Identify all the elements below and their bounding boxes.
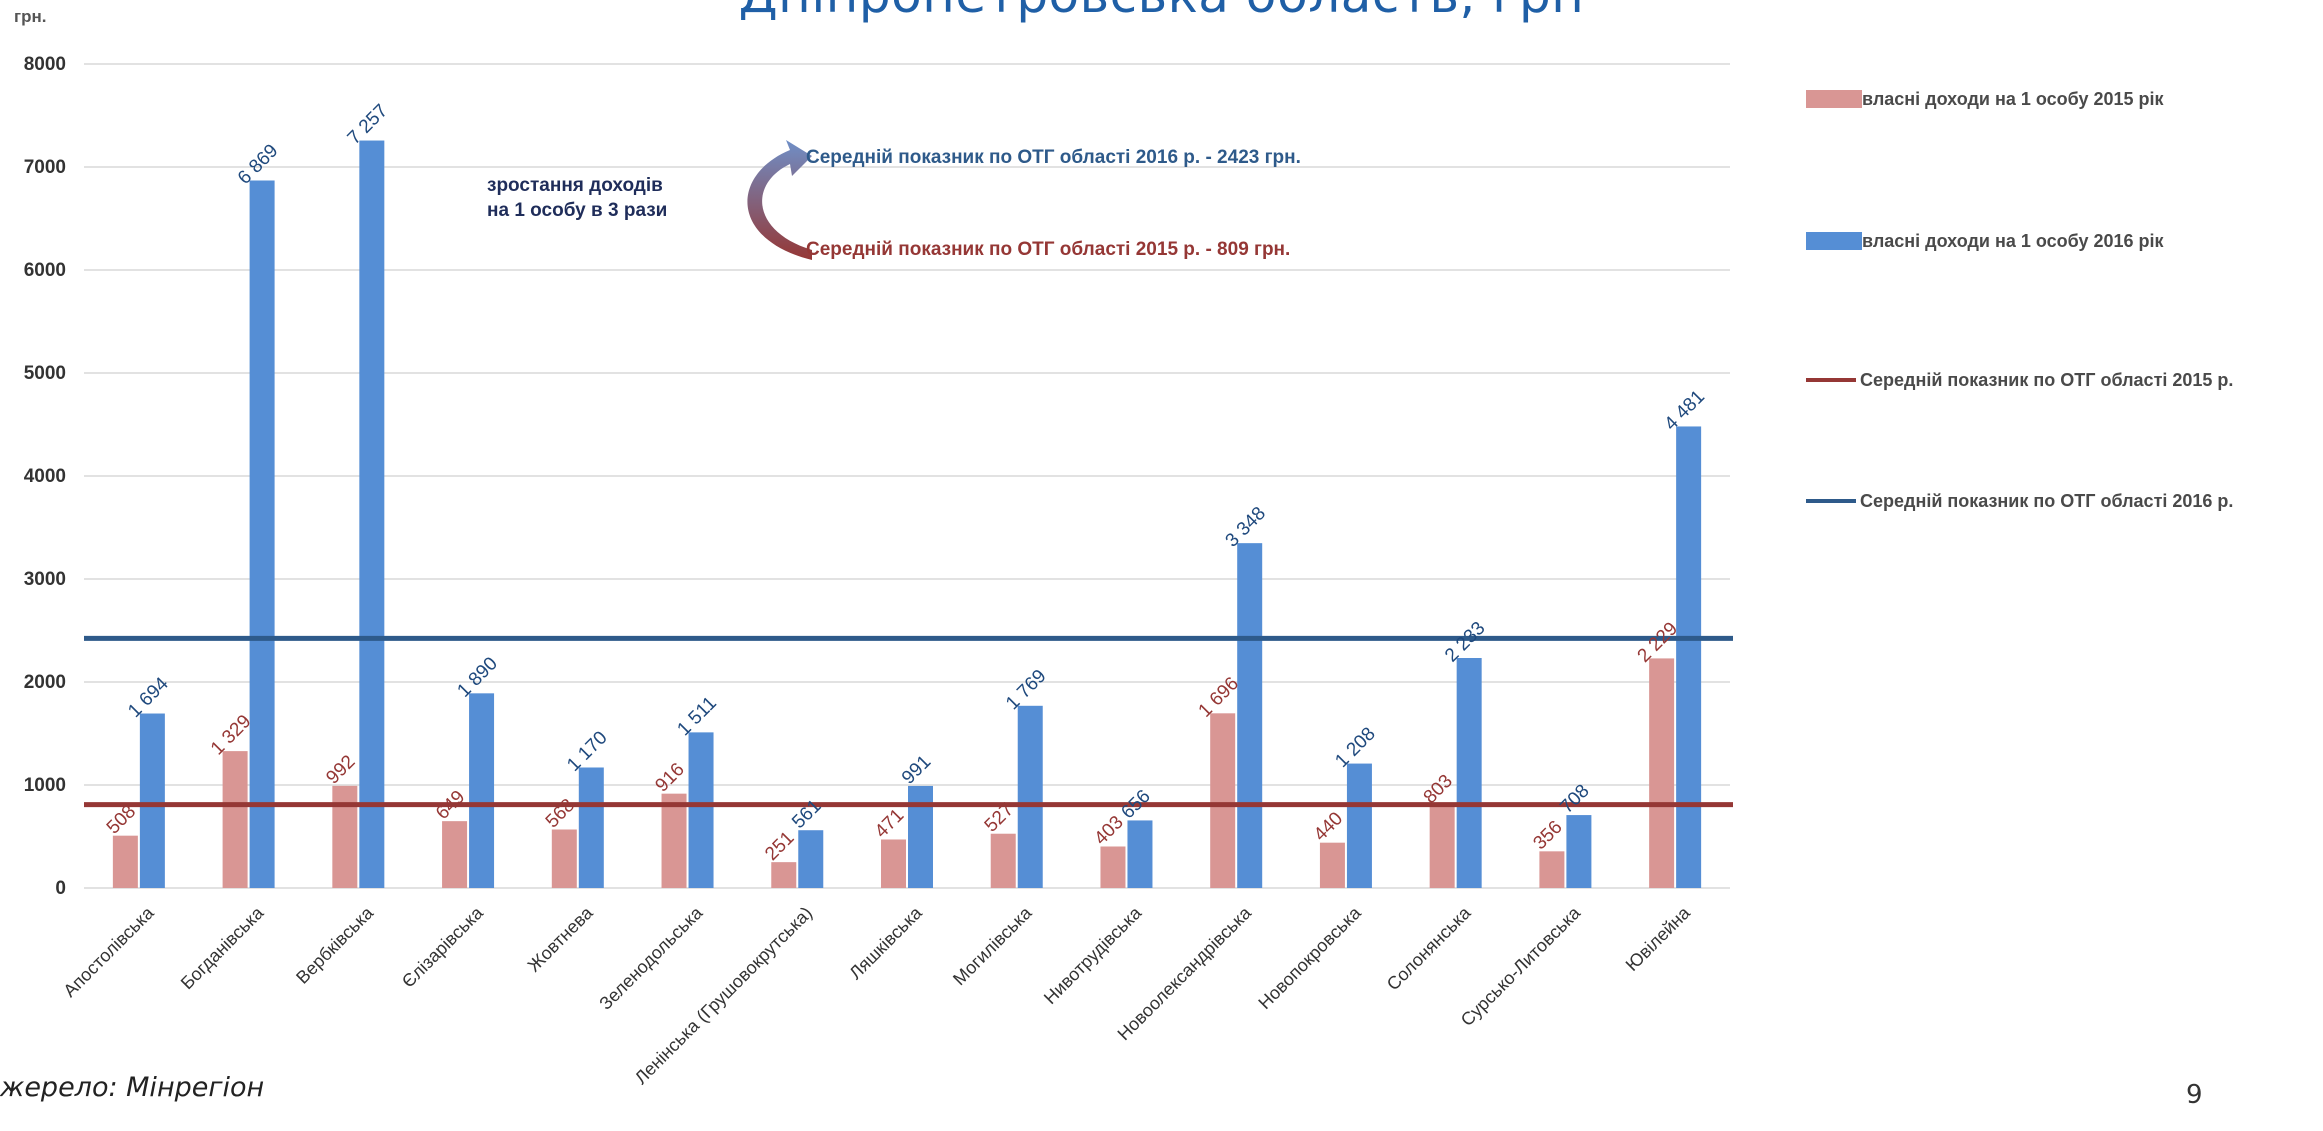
legend-line-avg-2015: [1806, 378, 1856, 382]
slide-title: Дніпропетровська область, грн: [0, 0, 2323, 24]
x-tick-label: Зеленодольська: [595, 902, 707, 1014]
bar-2015: [661, 793, 687, 888]
bar-2016: [249, 180, 275, 889]
bar-2016: [1676, 426, 1702, 888]
avg-2016-annotation: Середній показник по ОТГ області 2016 р.…: [806, 147, 1301, 168]
data-label-2016: 561: [788, 796, 825, 833]
data-label-2016: 708: [1556, 781, 1593, 818]
source-note: жерело: Мінрегіон: [0, 1072, 265, 1103]
bar-2016: [1237, 543, 1263, 888]
y-unit-label: грн.: [14, 7, 46, 26]
bar-2015: [112, 835, 138, 888]
x-tick-label: Ленінська (Грушовокрутська): [631, 903, 816, 1088]
growth-annotation-line2: на 1 особу в 3 рази: [487, 200, 668, 221]
data-label-2016: 656: [1117, 786, 1154, 823]
legend-label-avg-2015: Середній показник по ОТГ області 2015 р.: [1860, 369, 2234, 390]
bar-2016: [578, 767, 604, 888]
y-tick-label: 7000: [24, 157, 66, 178]
legend-label-avg-2016: Середній показник по ОТГ області 2016 р.: [1860, 490, 2234, 511]
bar-2015: [1539, 851, 1565, 888]
data-label-2015: 568: [542, 795, 579, 832]
bar-2015: [442, 821, 468, 888]
bar-2016: [469, 693, 495, 888]
bar-2015: [990, 833, 1016, 888]
bar-2015: [222, 751, 248, 888]
bar-2016: [798, 830, 824, 888]
data-label-2016: 991: [898, 751, 935, 788]
y-tick-label: 5000: [24, 363, 66, 384]
y-tick-label: 8000: [24, 54, 66, 75]
bar-2015: [1210, 713, 1236, 888]
page-number: 9: [2186, 1080, 2203, 1110]
x-tick-label: Нивотрудівська: [1040, 902, 1146, 1008]
bar-2015: [771, 862, 797, 888]
data-label-2015: 440: [1310, 808, 1347, 845]
bar-2016: [688, 732, 714, 888]
bar-2015: [332, 785, 358, 888]
data-label-2015: 251: [761, 828, 798, 865]
legend-line-avg-2016: [1806, 499, 1856, 503]
bar-2015: [881, 839, 906, 888]
legend-label-2016: власні доходи на 1 особу 2016 рік: [1862, 230, 2164, 251]
legend-item-2016: власні доходи на 1 особу 2016 рік: [1806, 226, 2164, 256]
bar-2015: [1429, 805, 1455, 888]
x-tick-label: Могилівська: [949, 902, 1036, 989]
x-tick-label: Жовтнева: [524, 902, 598, 976]
growth-annotation-line1: зростання доходів: [487, 175, 663, 196]
x-tick-label: Ювілейна: [1622, 902, 1695, 975]
bar-2016: [139, 713, 165, 888]
legend-label-2015: власні доходи на 1 особу 2015 рік: [1862, 88, 2164, 109]
y-tick-label: 1000: [24, 775, 66, 796]
bar-2016: [1566, 815, 1592, 888]
legend-swatch-2015: [1806, 90, 1862, 108]
legend-item-avg-2015: Середній показник по ОТГ області 2015 р.: [1806, 365, 2233, 395]
data-label-2015: 356: [1529, 817, 1566, 854]
bar-2015: [1319, 842, 1345, 888]
bar-2016: [908, 785, 933, 888]
y-tick-label: 0: [55, 878, 66, 899]
x-tick-label: Вербківська: [292, 902, 378, 988]
x-tick-label: Богданівська: [177, 902, 268, 993]
bar-2015: [551, 829, 577, 888]
bar-2015: [1100, 846, 1126, 888]
x-tick-label: Апостолівська: [59, 902, 158, 1001]
x-tick-label: Новопокровська: [1254, 902, 1365, 1013]
x-tick-label: Єлізарівська: [398, 902, 488, 992]
x-tick-label: Ляшківська: [845, 902, 926, 983]
bar-2016: [1346, 763, 1372, 888]
y-tick-label: 3000: [24, 569, 66, 590]
data-label-2015: 916: [652, 759, 689, 796]
y-tick-label: 2000: [24, 672, 66, 693]
data-label-2015: 403: [1090, 812, 1127, 849]
bar-2016: [359, 140, 385, 889]
avg-2015-annotation: Середній показник по ОТГ області 2015 р.…: [806, 239, 1291, 260]
data-label-2015: 992: [322, 751, 359, 788]
legend-item-avg-2016: Середній показник по ОТГ області 2016 р.: [1806, 486, 2233, 516]
legend-swatch-2016: [1806, 232, 1862, 250]
data-label-2015: 649: [432, 787, 469, 824]
bar-2016: [1017, 705, 1043, 888]
y-tick-label: 6000: [24, 260, 66, 281]
y-tick-label: 4000: [24, 466, 66, 487]
data-label-2015: 471: [871, 805, 908, 842]
x-tick-label: Сурсько-Литовська: [1457, 902, 1585, 1030]
bar-2016: [1456, 658, 1482, 888]
growth-arrow-icon: [747, 140, 812, 260]
bar-2015: [1649, 658, 1675, 888]
legend-item-2015: власні доходи на 1 особу 2015 рік: [1806, 84, 2164, 114]
bar-2016: [1127, 820, 1153, 888]
x-tick-label: Солонянська: [1383, 902, 1475, 994]
